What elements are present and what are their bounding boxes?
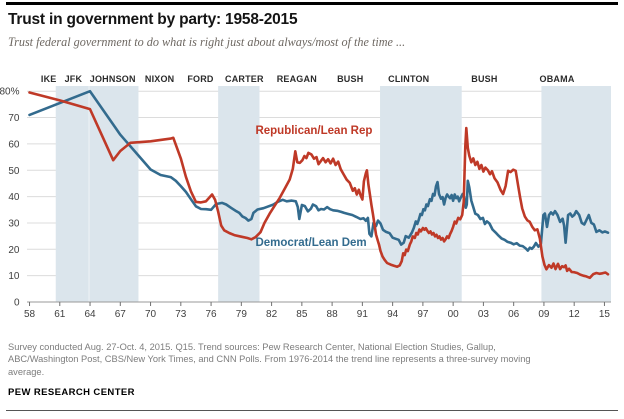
president-label-jfk: JFK xyxy=(65,74,83,84)
x-tick-label: 73 xyxy=(175,309,187,320)
president-label-clinton: CLINTON xyxy=(388,74,429,84)
x-tick-label: 82 xyxy=(266,309,278,320)
president-label-nixon: NIXON xyxy=(145,74,175,84)
y-tick-label: 60 xyxy=(8,139,20,150)
x-tick-label: 06 xyxy=(508,309,520,320)
y-tick-label: 80% xyxy=(0,87,20,98)
president-band-kennedy xyxy=(55,86,90,302)
y-tick-label: 10 xyxy=(8,271,20,282)
y-tick-label: 20 xyxy=(8,245,20,256)
president-band-johnson xyxy=(89,86,139,302)
republican-trend-line-label: Republican/Lean Rep xyxy=(255,125,372,137)
x-tick-label: 12 xyxy=(569,309,581,320)
president-label-johnson: JOHNSON xyxy=(90,74,136,84)
x-tick-label: 97 xyxy=(417,309,429,320)
president-band-obama xyxy=(541,86,611,302)
x-tick-label: 85 xyxy=(296,309,308,320)
footnote-line: ABC/Washington Post, CBS/New York Times,… xyxy=(8,354,531,365)
chart-svg: 58 61 64 67 70 73 76 79 82 85 88 91 94 97 00 03 06 09 12 15… xyxy=(0,74,611,320)
y-tick-label: 30 xyxy=(8,218,20,229)
source-attribution: PEW RESEARCH CENTER xyxy=(8,387,135,398)
top-rule xyxy=(6,2,618,5)
x-tick-label: 64 xyxy=(84,309,96,320)
y-tick-label: 40 xyxy=(8,192,20,203)
president-label-ike: IKE xyxy=(41,74,57,84)
x-tick-label: 61 xyxy=(54,309,66,320)
x-tick-label: 88 xyxy=(327,309,339,320)
president-label-obama: OBAMA xyxy=(540,74,575,84)
page-title: Trust in government by party: 1958-2015 xyxy=(8,11,298,28)
president-label-carter: CARTER xyxy=(225,74,264,84)
president-label-bush: BUSH xyxy=(471,74,497,84)
president-label-reagan: REAGAN xyxy=(277,74,317,84)
president-band-carter xyxy=(218,86,260,302)
president-band-clinton xyxy=(380,86,462,302)
x-tick-label: 70 xyxy=(145,309,157,320)
x-tick-label: 09 xyxy=(538,309,550,320)
x-tick-label: 94 xyxy=(387,309,399,320)
chart-subtitle: Trust federal government to do what is r… xyxy=(8,35,406,49)
y-tick-label: 50 xyxy=(8,166,20,177)
footnote-line: Survey conducted Aug. 27-Oct. 4, 2015. Q… xyxy=(8,342,496,352)
bottom-rule xyxy=(6,410,618,411)
x-tick-label: 76 xyxy=(206,309,218,320)
democrat-trend-line-label: Democrat/Lean Dem xyxy=(255,237,366,249)
x-tick-label: 03 xyxy=(478,309,490,320)
x-tick-label: 67 xyxy=(115,309,127,320)
republican-trend-line xyxy=(28,91,610,280)
y-tick-label: 0 xyxy=(14,298,20,309)
democrat-trend-line xyxy=(28,89,610,252)
president-label-ford: FORD xyxy=(187,74,214,84)
x-tick-label: 00 xyxy=(448,309,460,320)
trend-chart: 58 61 64 67 70 73 76 79 82 85 88 91 94 97 00 03 06 09 12 15… xyxy=(0,66,624,324)
footnote-line: average. xyxy=(8,366,45,377)
president-label-bush: BUSH xyxy=(337,74,363,84)
y-tick-label: 70 xyxy=(8,113,20,124)
x-tick-label: 58 xyxy=(24,309,36,320)
x-tick-label: 79 xyxy=(236,309,248,320)
footnote: Survey conducted Aug. 27-Oct. 4, 2015. Q… xyxy=(8,341,614,378)
x-tick-label: 91 xyxy=(357,309,369,320)
x-tick-label: 15 xyxy=(599,309,611,320)
